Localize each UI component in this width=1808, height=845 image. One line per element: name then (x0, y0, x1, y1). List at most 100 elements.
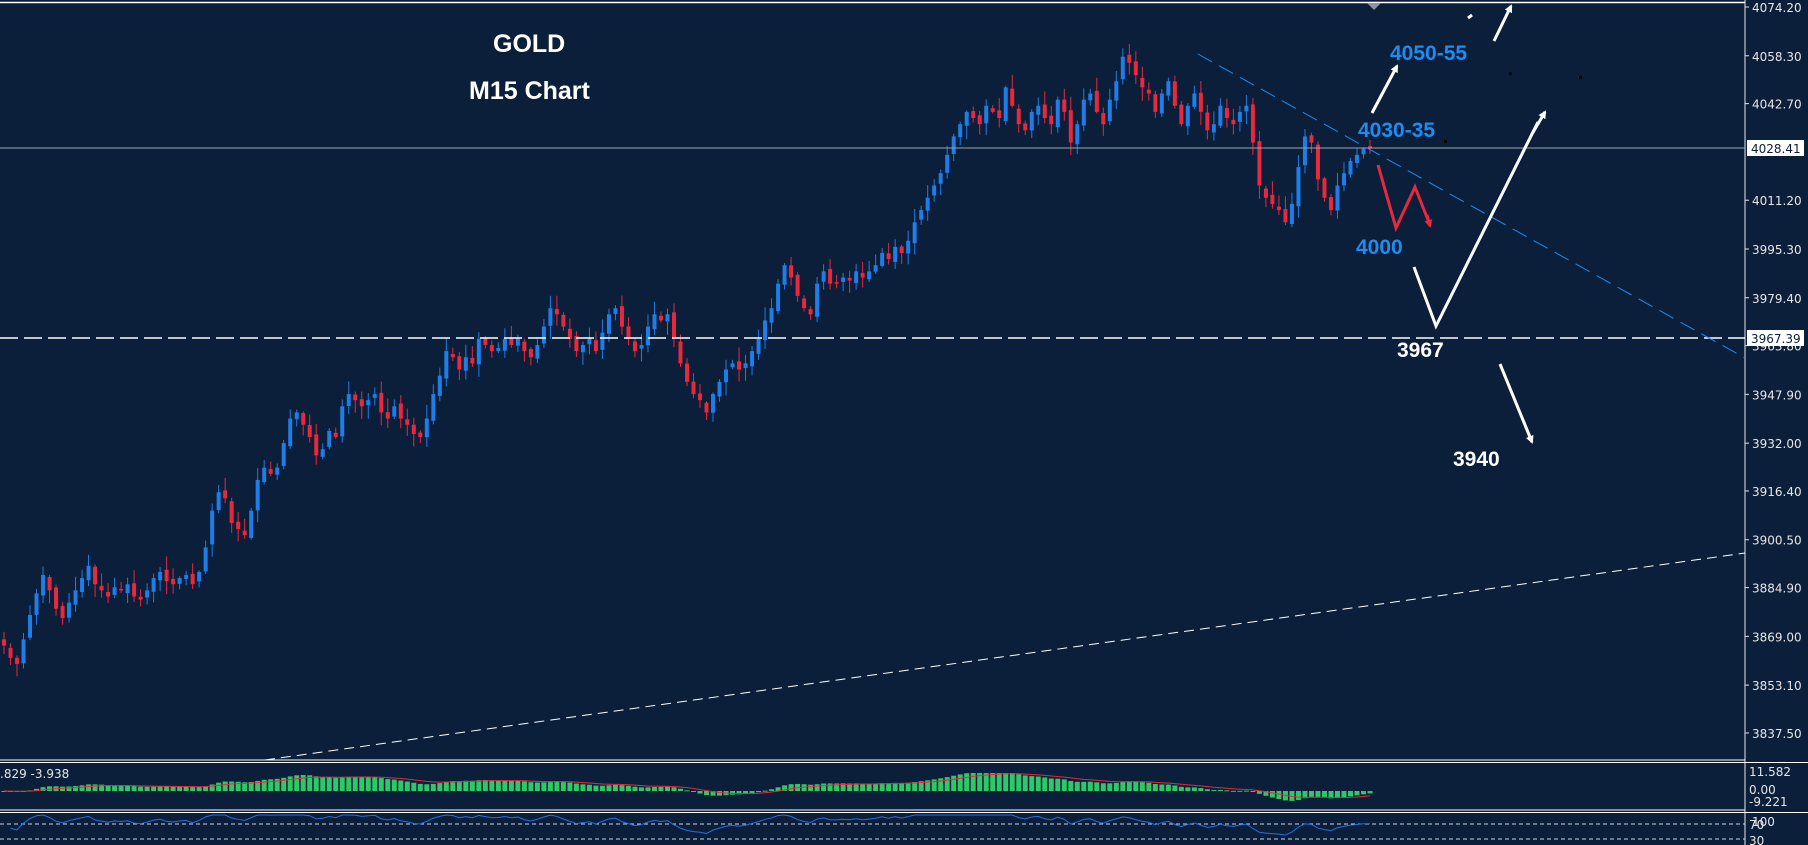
macd-bar (125, 785, 131, 791)
macd-bar (996, 773, 1002, 791)
macd-bar (118, 785, 124, 791)
price-tick-label: 3884.90 (1752, 582, 1802, 596)
current-price-badge (1747, 140, 1804, 156)
candle-bull (925, 197, 930, 211)
candle-bear (619, 306, 624, 327)
macd-bar (1308, 791, 1314, 797)
macd-bar (164, 786, 170, 791)
candle-bear (119, 588, 124, 591)
shift-marker-icon[interactable] (1367, 3, 1381, 10)
candle-bull (750, 351, 755, 367)
candle-bull (1107, 99, 1112, 122)
macd-bar (242, 782, 248, 791)
candle-bear (99, 585, 104, 591)
macd-bar (79, 785, 85, 791)
candle-bull (34, 593, 39, 615)
candle-bull (203, 547, 208, 572)
macd-bar (671, 787, 677, 791)
target-label-3940: 3940 (1453, 448, 1500, 471)
macd-bar (1126, 781, 1132, 791)
descending-trendline[interactable] (1197, 53, 1746, 359)
macd-bar (853, 783, 859, 791)
macd-bar (1139, 782, 1145, 791)
macd-bar (1289, 791, 1295, 801)
macd-bar (573, 783, 579, 791)
candle-bear (405, 419, 410, 425)
macd-bar (697, 791, 703, 794)
candle-bull (893, 246, 898, 262)
macd-bar (547, 781, 553, 791)
candle-bull (951, 136, 956, 155)
candle-bear (691, 381, 696, 395)
candle-bear (522, 341, 527, 352)
macd-bar (1146, 782, 1152, 791)
candle-bear (333, 432, 338, 437)
macd-bar (112, 785, 118, 791)
candle-bear (1153, 94, 1158, 112)
candle-bear (307, 425, 312, 437)
dot (1444, 140, 1447, 143)
macd-bar (1178, 786, 1184, 791)
candle-bull (724, 369, 729, 383)
candle-bull (145, 590, 150, 598)
arrow-down-to-3940-icon (1498, 363, 1534, 444)
candle-bear (567, 328, 572, 339)
candle-bull (652, 314, 657, 330)
candle-bear (1283, 209, 1288, 223)
candle-bull (320, 449, 325, 457)
candle-bear (1257, 141, 1262, 186)
price-axis: 4074.20 4058.30 4042.70 4011.20 3995.30 3979.… (1745, 1, 1802, 741)
candle-bull (515, 338, 520, 346)
candle-bear (379, 392, 384, 413)
candle-bull (769, 308, 774, 323)
macd-bar (60, 786, 66, 791)
macd-bar (190, 787, 196, 791)
macd-bar (424, 784, 430, 791)
price-tick-label: 3932.00 (1752, 437, 1802, 451)
price-tick-label: 3837.50 (1752, 727, 1802, 741)
price-tick-label: 4042.70 (1752, 98, 1802, 112)
candle-bear (990, 108, 995, 112)
macd-bar (899, 782, 905, 791)
macd-bar (170, 786, 176, 791)
macd-bar (860, 783, 866, 791)
support-price-badge (1747, 330, 1804, 346)
support-price-label: 3967.39 (1751, 332, 1801, 346)
candle-bull (340, 406, 345, 437)
candle-bull (86, 565, 91, 581)
macd-bar (1185, 787, 1191, 791)
macd-bar (1204, 789, 1210, 791)
macd-bar (157, 786, 163, 791)
candle-bear (899, 246, 904, 253)
macd-bar (1295, 791, 1301, 800)
rsi-axis-30: 30 (1749, 834, 1764, 845)
macd-bar (1191, 787, 1197, 791)
macd-bar (138, 786, 144, 791)
macd-bar (762, 790, 768, 792)
candle-bear (1042, 104, 1047, 119)
macd-bar (814, 784, 820, 791)
chart-subtitle: M15 Chart (469, 77, 591, 105)
candle-bull (711, 394, 716, 413)
macd-bar (1250, 791, 1256, 792)
macd-bar (320, 777, 326, 791)
macd-bar (443, 781, 449, 791)
macd-bar (769, 789, 775, 791)
macd-bar (294, 775, 300, 791)
candle-bear (385, 412, 390, 419)
macd-bar (183, 786, 189, 791)
macd-pane (1, 773, 1373, 801)
rising-trendline[interactable] (264, 552, 1746, 761)
candle-bear (1094, 90, 1099, 112)
candle-bull (346, 394, 351, 407)
macd-bar (912, 782, 918, 791)
macd-axis-bottom: -9.221 (1749, 795, 1788, 809)
candle-bull (281, 443, 286, 466)
candle-bull (21, 639, 26, 664)
macd-bar (632, 786, 638, 791)
macd-bar (1172, 785, 1178, 791)
macd-bar (1133, 781, 1139, 791)
macd-bar (951, 775, 957, 791)
candle-bear (1315, 144, 1320, 180)
